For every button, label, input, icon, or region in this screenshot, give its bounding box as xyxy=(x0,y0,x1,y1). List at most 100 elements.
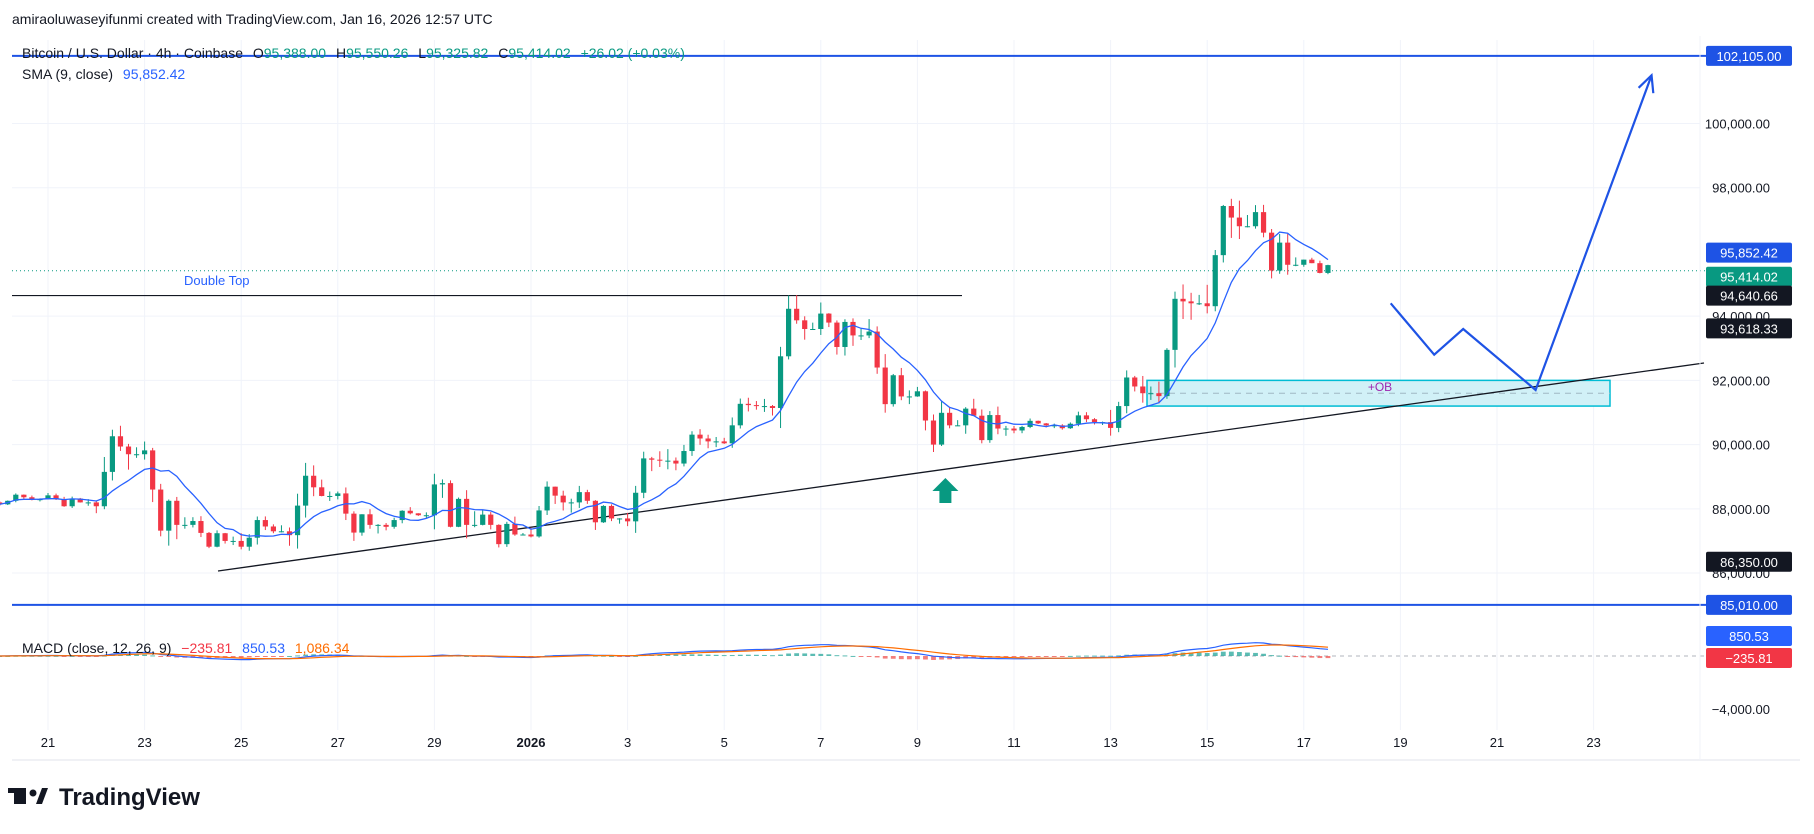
price-tag: 86,350.00 xyxy=(1706,551,1792,572)
candle-body xyxy=(777,356,784,408)
candle xyxy=(109,429,115,481)
candle xyxy=(311,465,317,497)
candle-body xyxy=(1285,242,1291,265)
candle-body xyxy=(311,475,317,488)
candle xyxy=(689,431,695,456)
candle xyxy=(1164,348,1170,399)
candle xyxy=(657,451,663,467)
candles xyxy=(0,198,1331,551)
candle-body xyxy=(673,460,679,464)
candle xyxy=(890,373,896,407)
macd-histogram-bar xyxy=(1084,655,1089,657)
candle-body xyxy=(745,403,751,406)
candle xyxy=(222,532,228,544)
candle xyxy=(1236,200,1242,240)
candle-body xyxy=(600,505,607,523)
candle-body xyxy=(769,406,776,408)
candle xyxy=(455,497,462,528)
sma-layer xyxy=(0,231,1329,537)
candle-body xyxy=(439,483,446,485)
y-tick-label: 92,000.00 xyxy=(1712,373,1770,388)
candle-body xyxy=(391,520,397,527)
candle-body xyxy=(963,408,969,426)
candle xyxy=(351,511,357,541)
candle-body xyxy=(319,487,325,496)
candle-body xyxy=(971,408,977,416)
candle-body xyxy=(576,492,582,503)
candle-body xyxy=(681,451,687,464)
candle xyxy=(794,295,800,324)
candle-body xyxy=(850,321,856,336)
candle-body xyxy=(198,521,204,533)
candle-body xyxy=(1011,428,1017,431)
macd-histogram-bar xyxy=(778,654,783,656)
candle xyxy=(1301,259,1307,267)
candle xyxy=(1260,204,1267,238)
trendline-layer xyxy=(217,362,1705,572)
candle-body xyxy=(1043,423,1049,426)
x-tick-label: 11 xyxy=(1007,735,1021,750)
candle-body xyxy=(914,391,920,397)
candle xyxy=(1124,370,1130,414)
candle xyxy=(512,516,518,536)
macd-histogram-bar xyxy=(238,656,244,658)
macd-histogram-bar xyxy=(898,656,904,660)
macd-histogram-bar xyxy=(713,654,719,656)
candle xyxy=(1019,425,1025,434)
macd-histogram-bar xyxy=(1301,656,1307,658)
candle xyxy=(600,505,607,523)
price-tag: 94,640.66 xyxy=(1706,285,1792,306)
candle-body xyxy=(142,450,148,455)
macd-histogram-bar xyxy=(979,656,985,659)
candle-body xyxy=(528,534,534,537)
macd-legend: MACD (close, 12, 26, 9) −235.81 850.53 1… xyxy=(22,640,350,656)
macd-histogram-bar xyxy=(69,655,75,657)
candle xyxy=(1116,401,1122,433)
price-tag: 93,618.33 xyxy=(1706,318,1792,339)
candle xyxy=(246,534,252,551)
macd-histogram-bar xyxy=(754,654,759,656)
attribution-text: amiraoluwaseyifunmi created with Trading… xyxy=(12,11,493,27)
macd-histogram-bar xyxy=(1253,652,1258,656)
candle xyxy=(319,479,325,497)
candle xyxy=(1309,257,1315,264)
candle xyxy=(238,533,244,550)
candle-body xyxy=(1051,425,1057,427)
candle xyxy=(544,481,550,515)
macd-histogram-bar xyxy=(166,656,172,657)
candle-body xyxy=(657,459,663,461)
candle xyxy=(818,302,824,335)
macd-histogram-bar xyxy=(134,654,139,656)
candle-body xyxy=(294,505,301,536)
candle-body xyxy=(1220,206,1226,256)
candle-body xyxy=(407,510,413,514)
price-tag-bg xyxy=(1706,266,1792,287)
macd-histogram-bar xyxy=(697,654,703,656)
candle xyxy=(898,367,904,401)
candle xyxy=(174,496,180,540)
macd-histogram-bar xyxy=(1220,651,1226,656)
price-tag-bg xyxy=(1706,45,1792,66)
candle xyxy=(206,532,212,549)
candle xyxy=(133,447,140,458)
macd-legend-hist: −235.81 xyxy=(181,640,232,656)
candle xyxy=(182,517,188,529)
candle-body xyxy=(278,531,285,533)
candle xyxy=(995,406,1001,435)
macd-histogram-bar xyxy=(858,656,864,657)
macd-histogram-bar xyxy=(818,653,824,656)
candle-body xyxy=(415,513,421,516)
x-tick-label: 21 xyxy=(41,735,55,750)
legend-symbol: Bitcoin / U.S. Dollar · 4h · Coinbase xyxy=(22,45,243,61)
macd-histogram-bar xyxy=(1309,656,1315,658)
macd-histogram-bar xyxy=(1317,656,1323,659)
candle-body xyxy=(1244,226,1251,228)
sma-line xyxy=(0,231,1329,537)
price-tag-bg xyxy=(1706,285,1792,306)
y-tick-label: 100,000.00 xyxy=(1705,116,1770,131)
candle xyxy=(1317,260,1323,274)
candle xyxy=(721,437,727,444)
candle-body xyxy=(133,454,140,456)
candle-body xyxy=(464,498,470,525)
